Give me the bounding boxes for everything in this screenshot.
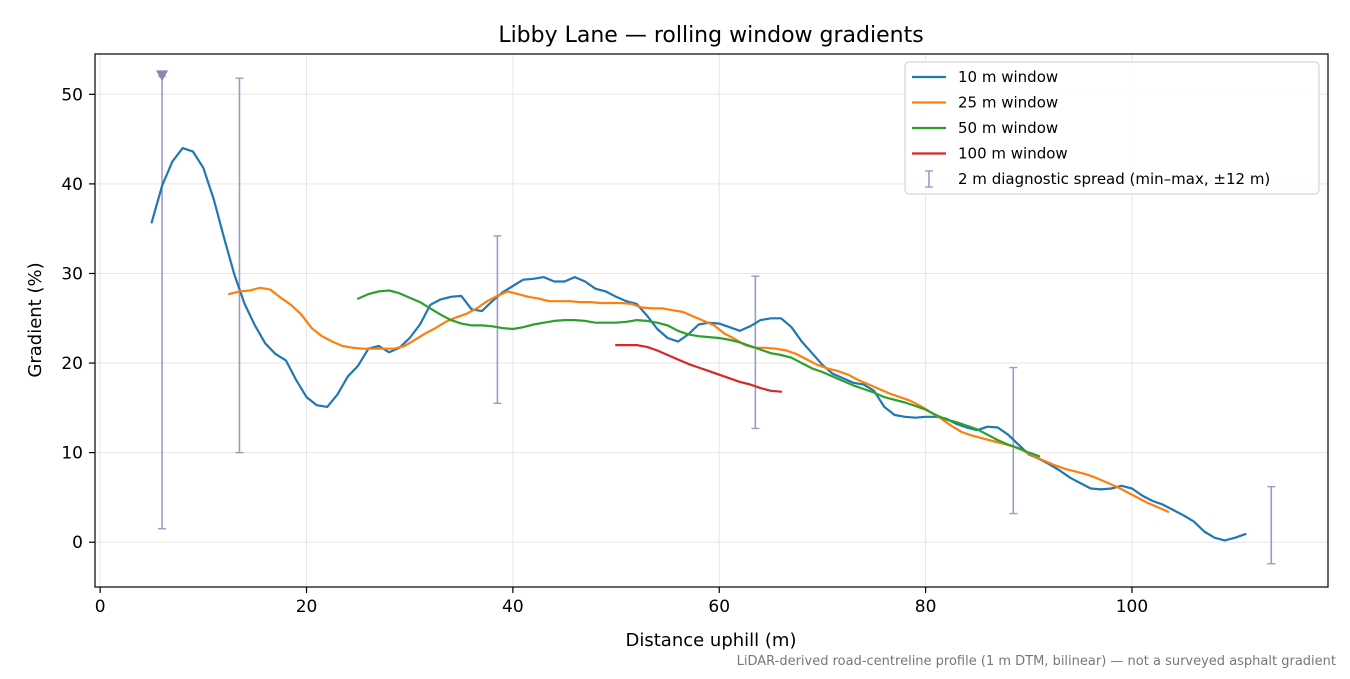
legend-label: 50 m window [958, 119, 1058, 137]
legend-label: 10 m window [958, 68, 1058, 86]
y-tick-label: 40 [61, 175, 83, 195]
series-line-10-m-window [150, 147, 1247, 542]
y-tick-label: 0 [72, 533, 83, 553]
x-axis-label: Distance uphill (m) [626, 630, 797, 651]
legend: 10 m window 25 m window 50 m window 100 m w… [904, 61, 1320, 195]
y-tick-label: 30 [61, 264, 83, 284]
series-line-100-m-window [614, 344, 783, 393]
x-tick-label: 80 [915, 597, 937, 617]
x-tick-label: 100 [1116, 597, 1148, 617]
x-tick-label: 20 [296, 597, 318, 617]
y-axis-label: Gradient (%) [25, 262, 46, 377]
y-tick-label: 50 [61, 85, 83, 105]
series-line-50-m-window [357, 289, 1041, 458]
y-tick-label: 10 [61, 444, 83, 464]
legend-label: 25 m window [958, 94, 1058, 112]
axes: 0 20 40 60 80 100 0 10 20 30 40 50 [61, 85, 1148, 617]
legend-box [904, 61, 1320, 195]
legend-label: 2 m diagnostic spread (min–max, ±12 m) [958, 170, 1270, 188]
data-series [150, 70, 1276, 565]
y-tick-label: 20 [61, 354, 83, 374]
chart-title: Libby Lane — rolling window gradients [498, 23, 923, 48]
x-tick-label: 40 [502, 597, 524, 617]
x-tick-label: 0 [95, 597, 106, 617]
x-tick-label: 60 [708, 597, 730, 617]
legend-label: 100 m window [958, 145, 1068, 163]
plot-frame [94, 53, 1329, 588]
clipped-value-marker [156, 70, 169, 82]
footnote: LiDAR-derived road-centreline profile (1… [737, 654, 1336, 669]
